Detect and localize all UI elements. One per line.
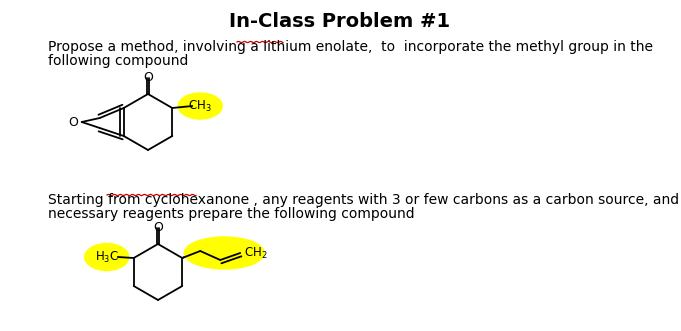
Text: O: O [143, 71, 153, 84]
Ellipse shape [185, 237, 264, 269]
Text: O: O [153, 221, 163, 234]
Text: necessary reagents prepare the following compound: necessary reagents prepare the following… [48, 207, 415, 221]
Text: In-Class Problem #1: In-Class Problem #1 [229, 12, 451, 31]
Text: CH$_2$: CH$_2$ [244, 246, 268, 260]
Ellipse shape [178, 93, 222, 119]
Text: Propose a method, involving a lithium enolate,  to  incorporate the methyl group: Propose a method, involving a lithium en… [48, 40, 653, 54]
Ellipse shape [84, 244, 129, 270]
Text: following compound: following compound [48, 54, 189, 68]
Text: CH$_3$: CH$_3$ [189, 98, 212, 114]
Text: H$_3$C: H$_3$C [95, 250, 118, 264]
Text: O: O [68, 116, 78, 128]
Text: Starting from cyclohexanone , any reagents with 3 or few carbons as a carbon sou: Starting from cyclohexanone , any reagen… [48, 193, 681, 207]
